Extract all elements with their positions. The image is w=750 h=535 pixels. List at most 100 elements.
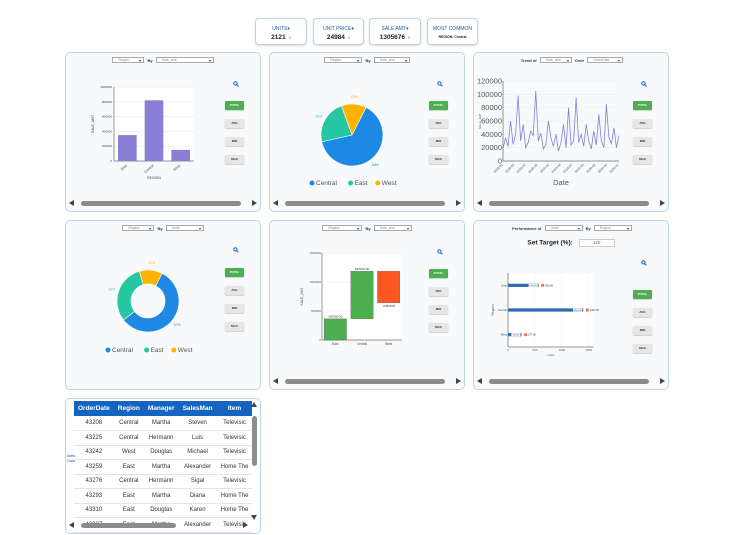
measure-dropdown[interactable]: Sale_amt (373, 225, 412, 231)
avg-button[interactable]: AVG (225, 286, 244, 295)
table-row[interactable]: 43259 East Martha Alexander Home The (74, 459, 253, 475)
avg-button[interactable]: AVG (225, 119, 244, 128)
kpi-most-common[interactable]: MOST COMMON REGION: Central (427, 18, 478, 45)
scroll-right-icon[interactable] (660, 378, 665, 384)
date-dropdown[interactable]: OrderDate (587, 57, 624, 63)
x-tick-label: 2020-01 (585, 163, 596, 174)
max-button[interactable]: MAX (633, 155, 652, 164)
scroll-right-icon[interactable] (456, 378, 461, 384)
table-cell: Martha (143, 488, 179, 504)
scroll-right-icon[interactable] (660, 200, 665, 206)
column-header[interactable]: Manager (143, 401, 179, 416)
over-label: Over (574, 57, 585, 63)
table-row[interactable]: 43242 West Douglas Michael Televisic (74, 445, 253, 460)
scroll-left-icon[interactable] (273, 200, 278, 206)
scroll-right-icon[interactable] (243, 522, 248, 528)
min-button[interactable]: MIN (225, 137, 244, 146)
scroll-right-icon[interactable] (456, 200, 461, 206)
horizontal-scrollbar[interactable] (273, 199, 461, 207)
table-row[interactable]: 43208 Central Martha Steven Televisic (74, 416, 253, 431)
scroll-left-icon[interactable] (273, 378, 278, 384)
scroll-thumb[interactable] (285, 201, 445, 206)
min-button[interactable]: MIN (633, 326, 652, 335)
table-row[interactable]: 43293 East Martha Diana Home The (74, 488, 253, 504)
scroll-left-icon[interactable] (69, 522, 74, 528)
total-button[interactable]: TOTAL (225, 268, 244, 277)
scroll-thumb[interactable] (81, 523, 176, 528)
aggregation-buttons: TOTAL AVG MIN MAX (225, 268, 244, 340)
scroll-left-icon[interactable] (477, 200, 482, 206)
total-button[interactable]: TOTAL (633, 290, 652, 299)
scroll-right-icon[interactable] (252, 200, 257, 206)
kpi-pct: 0 (288, 35, 291, 40)
total-button[interactable]: TOTAL (429, 269, 448, 278)
horizontal-scrollbar[interactable] (69, 521, 248, 529)
kpi-units[interactable]: UNITS▾ 2121 0 (255, 18, 307, 45)
magnifier-icon[interactable] (437, 249, 443, 255)
kpi-title[interactable]: SALE AMT▾ (381, 26, 409, 32)
horizontal-scrollbar[interactable] (69, 199, 257, 207)
table-row[interactable]: 43276 Central Hermann Sigal Televisic (74, 474, 253, 489)
avg-button[interactable]: AVG (633, 308, 652, 317)
table-cell: Home The (216, 488, 253, 504)
scroll-left-icon[interactable] (477, 378, 482, 384)
min-button[interactable]: MIN (633, 137, 652, 146)
horizontal-scrollbar[interactable] (477, 199, 665, 207)
kpi-title[interactable]: UNITS▾ (272, 26, 290, 32)
avg-button[interactable]: AVG (429, 119, 448, 128)
dimension-dropdown[interactable]: Region (112, 57, 145, 63)
max-button[interactable]: MAX (225, 155, 244, 164)
avg-button[interactable]: AVG (633, 119, 652, 128)
measure-dropdown[interactable]: Sale_amt (373, 57, 410, 63)
kpi-title[interactable]: UNIT PRICE▾ (323, 26, 354, 32)
min-button[interactable]: MIN (429, 137, 448, 146)
max-button[interactable]: MAX (225, 322, 244, 331)
total-button[interactable]: TOTAL (225, 101, 244, 110)
dimension-dropdown[interactable]: Region (593, 225, 632, 231)
kpi-unit-price[interactable]: UNIT PRICE▾ 24984 0 (313, 18, 364, 45)
scroll-thumb[interactable] (489, 201, 649, 206)
magnifier-icon[interactable] (641, 81, 647, 87)
min-button[interactable]: MIN (429, 305, 448, 314)
measure-dropdown[interactable]: Units (544, 225, 583, 231)
min-button[interactable]: MIN (225, 304, 244, 313)
y-tick-label: 20000 (481, 143, 502, 152)
max-button[interactable]: MAX (429, 155, 448, 164)
column-header[interactable]: SalesMan (178, 401, 217, 416)
target-input[interactable]: 120 (578, 239, 615, 247)
scroll-thumb[interactable] (81, 201, 241, 206)
total-button[interactable]: TOTAL (429, 101, 448, 110)
legend-marker (144, 347, 150, 353)
max-button[interactable]: MAX (633, 344, 652, 353)
dimension-dropdown[interactable]: Region (122, 225, 155, 231)
kpi-sale-amt[interactable]: SALE AMT▾ 1305676 0 (369, 18, 421, 45)
table-cell: Alexander (178, 517, 217, 533)
avg-button[interactable]: AVG (429, 287, 448, 296)
scroll-thumb[interactable] (251, 416, 257, 466)
column-header[interactable]: Item (216, 401, 253, 416)
measure-dropdown[interactable]: Units (165, 225, 204, 231)
scroll-down-icon[interactable] (251, 515, 257, 520)
magnifier-icon[interactable] (437, 81, 443, 87)
horizontal-scrollbar[interactable] (477, 377, 665, 385)
scroll-thumb[interactable] (489, 379, 649, 384)
vertical-scrollbar[interactable] (250, 402, 258, 520)
magnifier-icon[interactable] (233, 81, 239, 87)
dimension-dropdown[interactable]: Region (324, 57, 363, 63)
scroll-left-icon[interactable] (69, 200, 74, 206)
measure-dropdown[interactable]: Sale_amt (539, 57, 572, 63)
horizontal-scrollbar[interactable] (273, 377, 461, 385)
dimension-dropdown[interactable]: Region (322, 225, 363, 231)
max-button[interactable]: MAX (429, 323, 448, 332)
magnifier-icon[interactable] (641, 260, 647, 266)
column-header[interactable]: Region (113, 401, 144, 416)
total-button[interactable]: TOTAL (633, 101, 652, 110)
table-row[interactable]: 43225 Central Hermann Luis Televisic (74, 430, 253, 446)
scroll-up-icon[interactable] (251, 402, 257, 407)
magnifier-icon[interactable] (233, 247, 239, 253)
region-sales-waterfall-chart: 0 500000 1000000 1500000 365300.00 East 820200… (300, 251, 402, 346)
column-header[interactable]: OrderDate (74, 401, 114, 416)
measure-dropdown[interactable]: Sale_amt (155, 57, 214, 63)
table-row[interactable]: 43310 East Douglas Karen Home The (74, 503, 253, 518)
scroll-thumb[interactable] (285, 379, 445, 384)
